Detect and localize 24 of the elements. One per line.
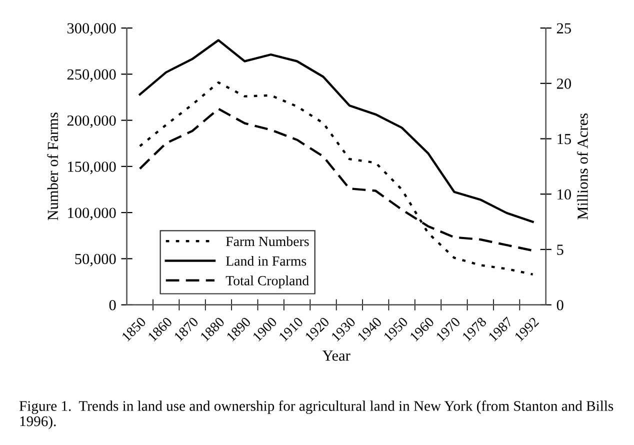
y2-tick-label: 5 [557, 244, 564, 255]
legend-label: Farm Numbers [226, 236, 309, 246]
y2-tick-label: 0 [556, 300, 564, 310]
y-tick-label: 150,000 [68, 162, 116, 174]
y2-tick-label: 25 [556, 23, 571, 34]
y-tick-label: 50,000 [75, 254, 116, 266]
y-tick-label: 300,000 [67, 23, 116, 36]
x-axis-title: Year [322, 350, 350, 361]
y-axis-title: Number of Farms [47, 112, 58, 220]
y2-axis-title: Millions of Acres [576, 114, 588, 220]
line-series [138, 39, 534, 223]
legend-label: Total Cropland [226, 276, 309, 288]
y2-tick-label: 15 [558, 134, 571, 144]
y-tick-label: 200,000 [67, 115, 116, 128]
y2-tick-label: 10 [558, 189, 571, 200]
x-tick-label: 1900 [252, 316, 278, 342]
x-tick-label: 1850 [121, 316, 146, 342]
y-tick-label: 100,000 [68, 208, 116, 220]
legend-label: Land in Farms [226, 256, 306, 266]
y-tick-label: 0 [109, 300, 116, 310]
caption: Figure 1. Trends in land use and ownership for agricultural land in New York (from Stanton and Bills 1996). [19, 400, 614, 430]
y-tick-label: 250,000 [67, 69, 116, 82]
line-series [138, 81, 534, 276]
y2-tick-label: 20 [556, 78, 571, 89]
